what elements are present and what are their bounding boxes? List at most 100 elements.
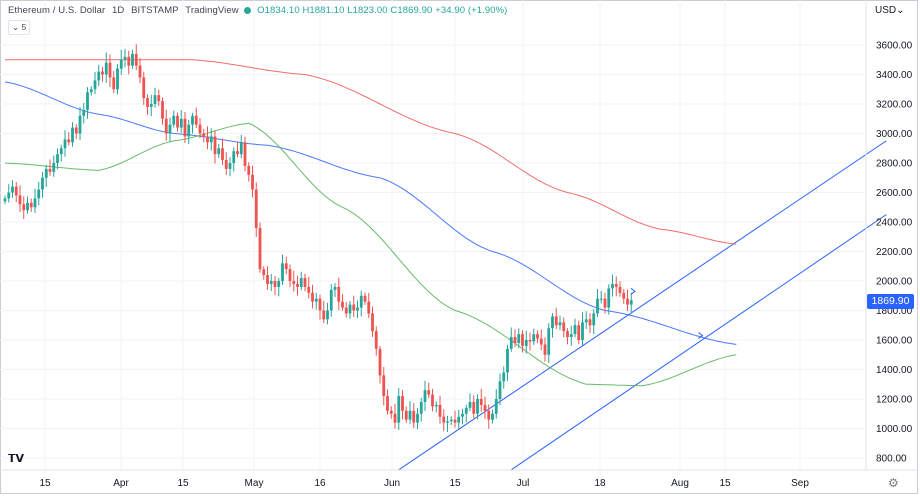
candle-body [191, 115, 194, 125]
candle-body [14, 186, 18, 196]
candle-body [311, 292, 314, 302]
moving-average-line [5, 59, 737, 245]
y-tick-label: 3400.00 [876, 70, 913, 81]
y-tick-label: 2000.00 [876, 277, 913, 288]
candle-body [26, 202, 29, 211]
candle-body [299, 278, 303, 287]
candle-body [363, 295, 367, 302]
candle-body [78, 115, 82, 134]
candle-body [56, 154, 59, 163]
candle-body [217, 148, 221, 155]
candle-body [487, 410, 491, 420]
candle-body [517, 334, 521, 343]
price-axis[interactable]: 3600.00 3400.00 3200.00 3000.00 2800.00 2600.… [876, 41, 913, 465]
chevron-down-icon: ⌄ [896, 5, 905, 16]
candle-body [161, 101, 164, 119]
candle-body [554, 316, 558, 326]
candle-body [18, 195, 22, 205]
open-value: O1834.10 [257, 5, 300, 16]
candle-body [138, 65, 142, 78]
candle-body [438, 404, 442, 417]
candle-body [419, 401, 423, 414]
candle-body [449, 419, 453, 422]
x-tick-label: 18 [594, 478, 606, 489]
x-tick-label: Aug [671, 478, 689, 489]
currency-button[interactable]: USD⌄ [875, 5, 905, 16]
x-tick-label: 15 [39, 478, 51, 489]
y-tick-label: 1200.00 [876, 395, 913, 406]
candle-body [164, 118, 168, 134]
candle-body [206, 136, 209, 143]
candle-body [472, 401, 476, 414]
candle-body [172, 115, 176, 125]
candle-body [11, 186, 14, 193]
trend-channel[interactable] [398, 140, 887, 471]
candle-body [314, 298, 318, 302]
candle-body [157, 95, 161, 102]
candle-body [333, 286, 337, 290]
candle-body [352, 304, 356, 311]
candle-body [599, 298, 603, 300]
x-tick-label: May [245, 478, 264, 489]
candle-body [491, 413, 494, 420]
candle-body [303, 278, 307, 287]
candle-body [97, 71, 101, 81]
candle-body [37, 189, 41, 199]
indicator-count: 5 [21, 22, 27, 32]
x-tick-label: Jul [517, 478, 530, 489]
candle-body [108, 62, 112, 78]
x-tick-label: Jun [384, 478, 400, 489]
candle-body [566, 331, 569, 338]
candle-body [67, 139, 71, 143]
candle-body [187, 124, 191, 137]
candle-body [29, 202, 33, 208]
symbol-legend[interactable]: Ethereum / U.S. Dollar 1D BITSTAMP Tradi… [8, 5, 507, 16]
x-tick-label: Apr [113, 478, 129, 489]
y-tick-label: 1400.00 [876, 365, 913, 376]
candle-body [393, 413, 397, 423]
y-tick-label: 2800.00 [876, 159, 913, 170]
candle-body [536, 334, 539, 339]
candle-body [247, 165, 251, 175]
channel-line [510, 214, 887, 471]
candle-body [273, 281, 277, 287]
last-price-tag: 1869.90 [867, 294, 914, 309]
candle-body [228, 163, 232, 169]
candle-body [408, 410, 412, 420]
candle-body [397, 396, 401, 423]
candle-body [614, 283, 618, 287]
x-tick-label: Sep [791, 478, 809, 489]
candle-body [112, 77, 116, 90]
candle-body [416, 413, 419, 423]
channel-markers [630, 287, 704, 339]
candle-body [254, 189, 258, 228]
moving-averages [4, 59, 737, 387]
candle-body [119, 59, 123, 69]
gear-icon[interactable]: ⚙ [888, 476, 899, 490]
candle-body [513, 337, 517, 343]
candle-body [367, 301, 371, 314]
indicator-chip[interactable]: ⌄ 5 [8, 20, 31, 35]
candle-body [603, 298, 607, 308]
chevron-down-icon: ⌄ [12, 22, 20, 32]
candle-body [262, 269, 266, 276]
candle-body [149, 104, 153, 107]
candle-body [573, 325, 577, 335]
candle-body [423, 390, 427, 402]
tradingview-logo-icon[interactable]: 𝗧𝗩 [8, 453, 25, 465]
candle-body [7, 192, 11, 199]
candle-body [412, 410, 416, 423]
candle-body [326, 310, 329, 320]
candle-body [224, 160, 228, 169]
candle-body [277, 281, 281, 287]
candle-body [33, 198, 37, 208]
candle-body [318, 298, 322, 311]
candle-body [48, 168, 52, 172]
candle-body [281, 263, 284, 281]
y-tick-label: 2200.00 [876, 247, 913, 258]
candle-body [498, 381, 502, 399]
time-axis[interactable]: 15 Apr 15 May 16 Jun 15 Jul 18 Aug 15 Sep [39, 478, 809, 489]
candle-body [116, 68, 119, 90]
